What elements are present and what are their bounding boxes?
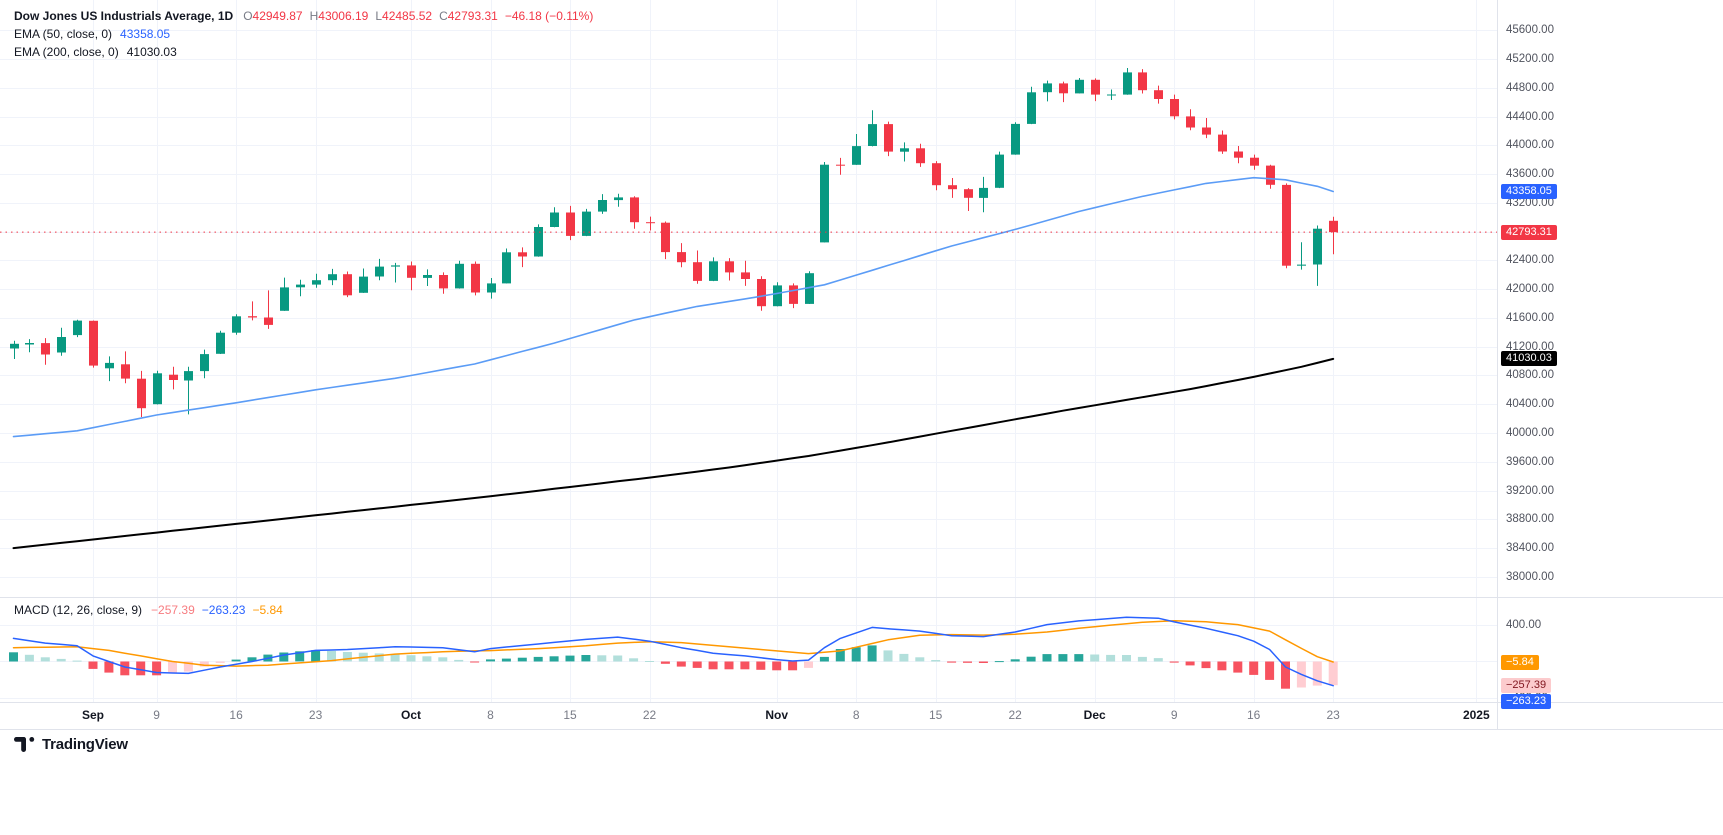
change-value: −46.18 (−0.11%) <box>504 8 594 23</box>
ohlc-close: C42793.31 <box>439 8 498 23</box>
footer: TradingView <box>14 736 128 753</box>
ema50-value: 43358.05 <box>120 26 171 41</box>
macd-histogram[interactable] <box>9 645 1338 689</box>
symbol-row[interactable]: Dow Jones US Industrials Average, 1D O42… <box>14 7 593 24</box>
chart-canvas[interactable] <box>0 0 1723 731</box>
ohlc-open: O42949.87 <box>243 8 303 23</box>
macd-line-value: −263.23 <box>201 603 246 617</box>
macd-signal-line[interactable] <box>12 620 1334 667</box>
symbol-title: Dow Jones US Industrials Average, 1D <box>14 8 234 23</box>
tradingview-logo[interactable]: TradingView <box>14 736 128 753</box>
ema50-line[interactable] <box>12 176 1334 438</box>
pane-separators <box>0 0 1723 730</box>
macd-signal-value: −5.84 <box>252 603 283 617</box>
tradingview-logo-icon <box>14 737 35 752</box>
ema200-label: EMA (200, close, 0) <box>14 44 119 59</box>
ema50-row[interactable]: EMA (50, close, 0) 43358.05 <box>14 25 593 42</box>
ema200-row[interactable]: EMA (200, close, 0) 41030.03 <box>14 43 593 60</box>
main-legend: Dow Jones US Industrials Average, 1D O42… <box>14 7 593 61</box>
tradingview-logo-text: TradingView <box>42 736 128 753</box>
ohlc-low: L42485.52 <box>375 8 433 23</box>
ohlc-high: H43006.19 <box>309 8 369 23</box>
ema50-label: EMA (50, close, 0) <box>14 26 113 41</box>
macd-line[interactable] <box>12 616 1334 687</box>
macd-legend[interactable]: MACD (12, 26, close, 9) −257.39 −263.23 … <box>14 603 290 617</box>
ema200-line[interactable] <box>12 357 1335 550</box>
macd-hist-value: −257.39 <box>151 603 195 617</box>
ema200-value: 41030.03 <box>126 44 177 59</box>
candles[interactable] <box>10 68 1338 417</box>
macd-label: MACD (12, 26, close, 9) <box>14 603 143 617</box>
